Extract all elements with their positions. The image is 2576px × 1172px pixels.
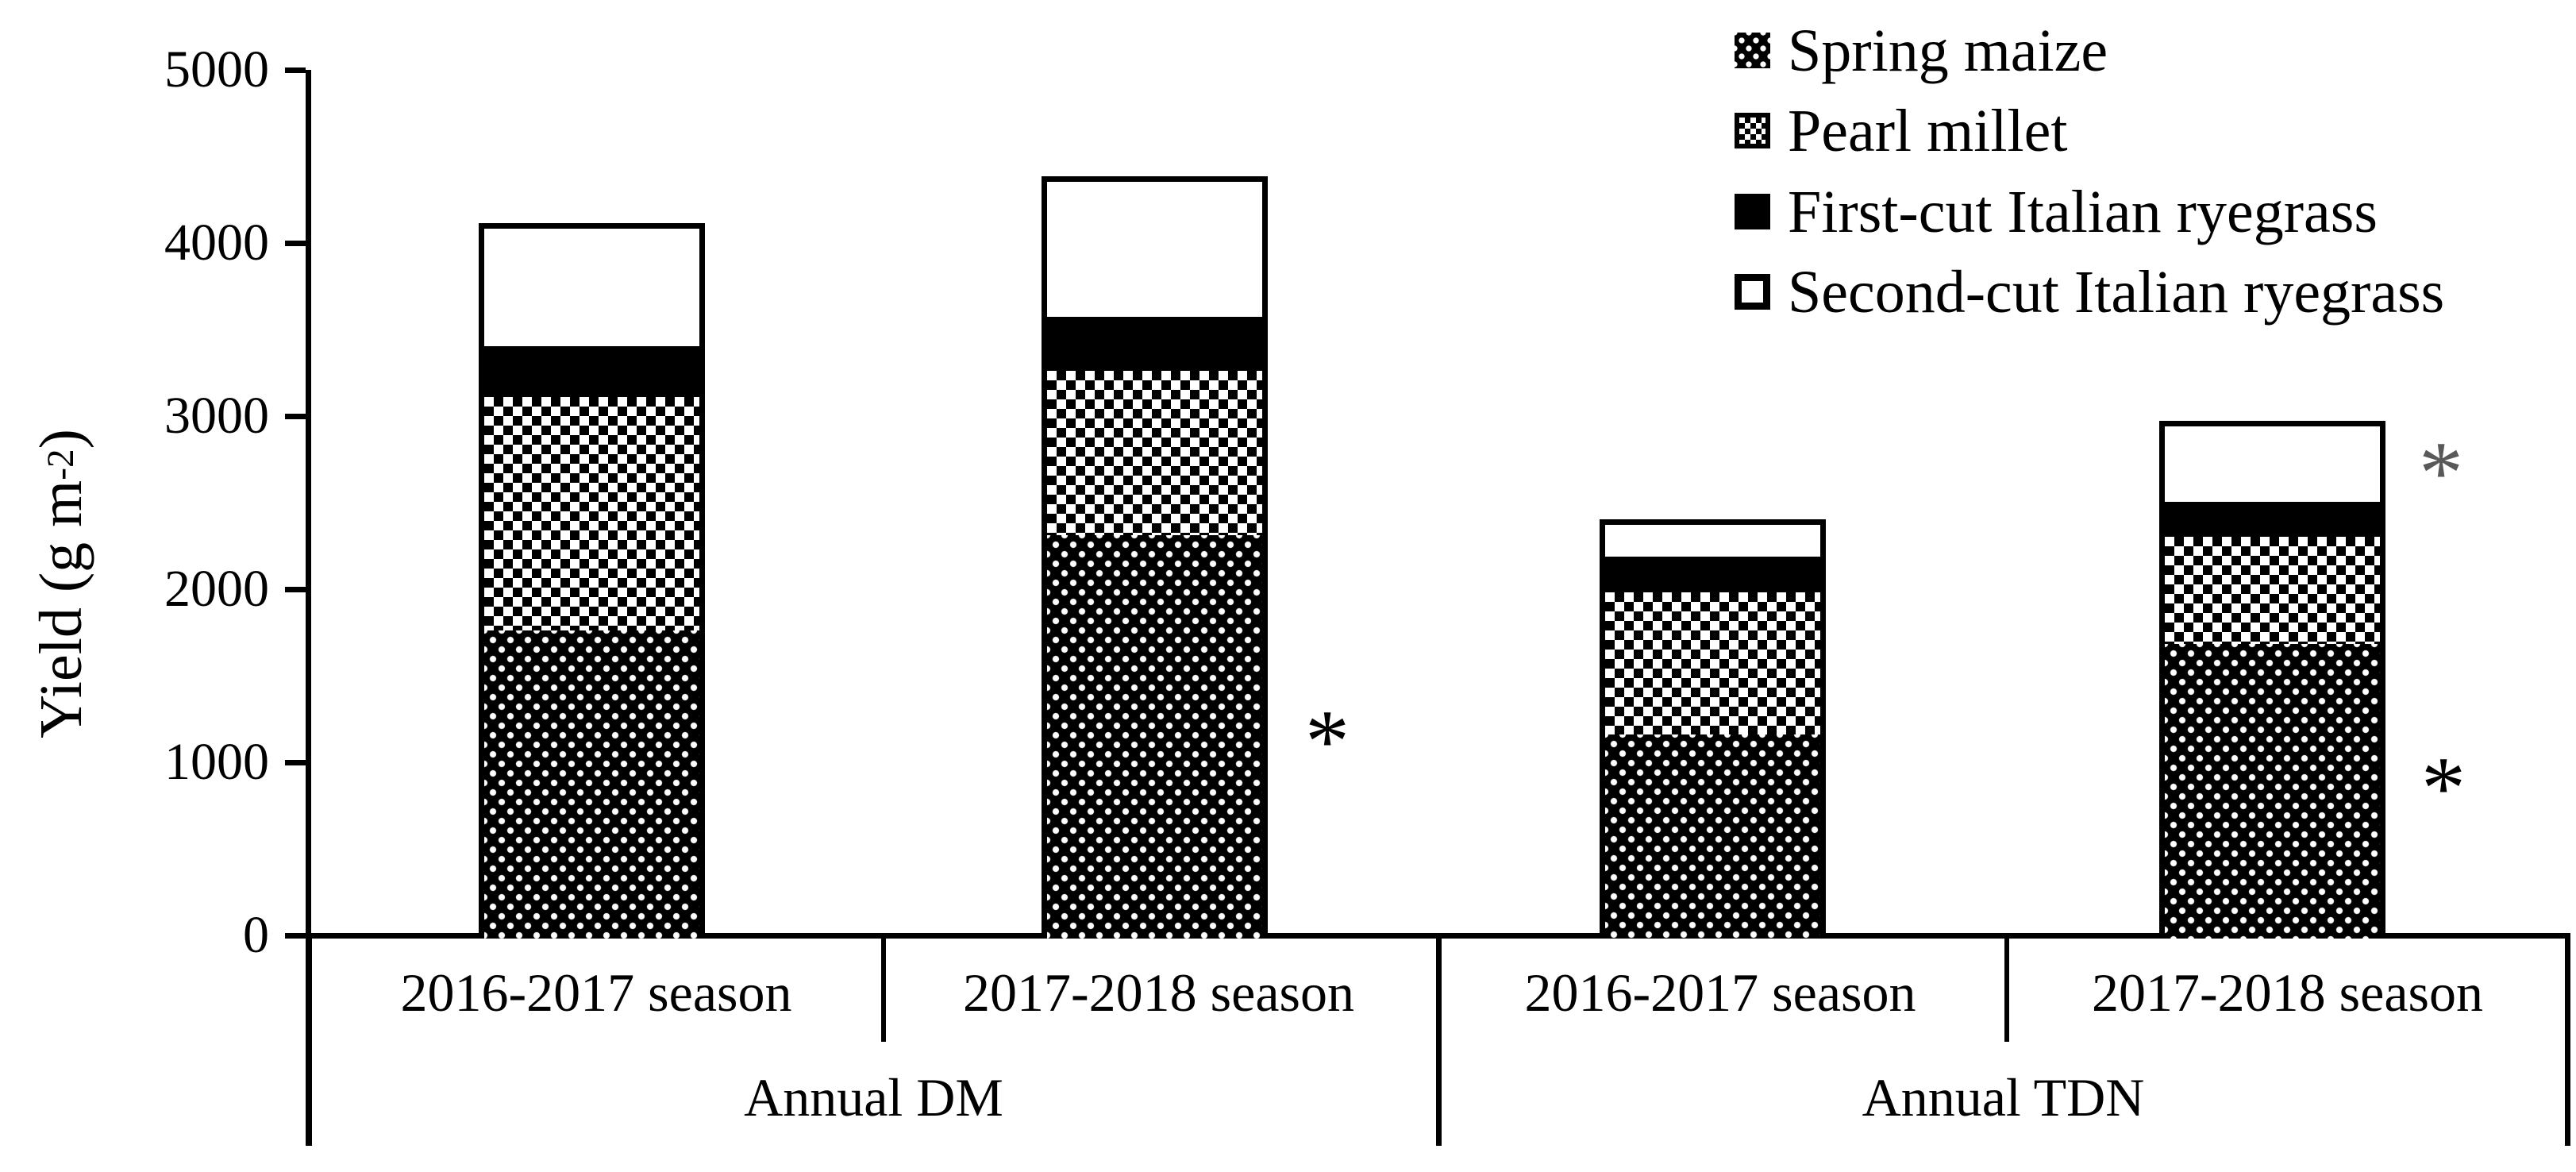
y-tick-mark [285,67,306,73]
group-label: Annual TDN [1862,1067,2145,1128]
y-tick-label: 4000 [164,214,269,272]
segment-maize-bar4 [2165,644,2380,939]
season-label: 2017-2018 season [963,962,1354,1023]
y-tick-label: 1000 [164,733,269,791]
season-divider-tdn [2004,939,2009,1042]
segment-second_cut-bar3 [1605,524,1820,557]
y-tick-label: 0 [243,906,269,964]
x-axis-line [306,933,2570,939]
legend-swatch-maize [1735,33,1770,68]
segment-millet-bar4 [2165,537,2380,645]
category-divider-left [306,939,312,1146]
y-tick-mark [285,587,306,592]
group-label: Annual DM [744,1067,1003,1128]
y-axis-title-close: ) [28,429,94,449]
segment-second_cut-bar1 [484,229,699,347]
bar-2 [1042,176,1268,939]
category-divider-right [2565,939,2570,1146]
bar-1 [479,223,705,939]
y-tick-label: 2000 [164,560,269,618]
y-axis-line [306,70,311,1146]
segment-maize-bar1 [484,630,699,939]
legend-swatch-millet [1735,113,1770,148]
legend-label: First-cut Italian ryegrass [1788,178,2378,245]
y-axis-title-text: Yield (g m [28,480,94,738]
segment-maize-bar2 [1047,535,1262,939]
legend-label: Second-cut Italian ryegrass [1788,258,2445,326]
legend-label: Spring maize [1788,17,2108,84]
y-tick-label: 3000 [164,387,269,445]
y-axis-title: Yield (g m -2) [28,429,94,738]
segment-maize-bar3 [1605,734,1820,939]
segment-millet-bar2 [1047,370,1262,536]
significance-asterisk-1: * [1305,692,1350,792]
y-tick-label: 5000 [164,40,269,98]
y-tick-mark [285,760,306,765]
y-tick-mark [285,414,306,419]
segment-first_cut-bar2 [1047,317,1262,371]
legend-swatch-first_cut [1735,194,1770,229]
significance-asterisk-2: * [2419,424,2463,523]
segment-first_cut-bar3 [1605,557,1820,592]
legend-swatch-second_cut [1735,274,1770,310]
segment-first_cut-bar4 [2165,501,2380,538]
legend-label: Pearl millet [1788,97,2068,164]
significance-asterisk-3: * [2421,739,2466,839]
y-tick-mark [285,933,306,939]
y-tick-mark [285,241,306,246]
group-divider [1436,939,1442,1146]
segment-millet-bar1 [484,396,699,630]
season-label: 2016-2017 season [400,962,792,1023]
segment-second_cut-bar2 [1047,182,1262,318]
bar-4 [2159,420,2385,939]
segment-first_cut-bar1 [484,346,699,397]
season-divider-dm [881,939,886,1042]
segment-millet-bar3 [1605,592,1820,734]
season-label: 2016-2017 season [1524,962,1916,1023]
bar-3 [1600,519,1826,939]
segment-second_cut-bar4 [2165,426,2380,502]
season-label: 2017-2018 season [2092,962,2483,1023]
